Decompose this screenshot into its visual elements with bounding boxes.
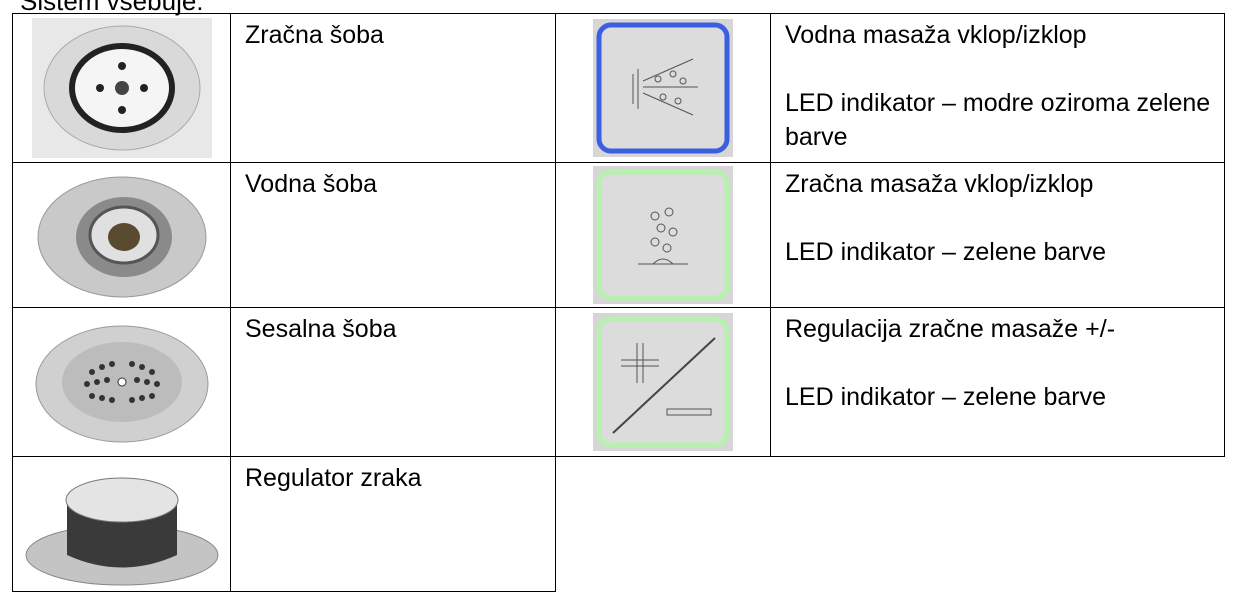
nozzle-name: Sesalna šoba bbox=[245, 315, 397, 343]
suction-nozzle-image bbox=[35, 325, 208, 443]
row: Sesalna šoba Regulacija zračne masaže +/… bbox=[12, 307, 1225, 457]
cell: Zračna masaža vklop/izklop LED indikator … bbox=[770, 162, 1225, 308]
image-cell bbox=[555, 13, 771, 163]
row: Vodna šoba Zračna masaža vklop/izklop LED… bbox=[12, 162, 1225, 308]
nozzle-name: Regulator zraka bbox=[245, 464, 422, 492]
cell: Regulator zraka bbox=[230, 456, 556, 592]
function: Regulacija zračne masaže +/- bbox=[785, 315, 1116, 343]
function: Zračna masaža vklop/izklop bbox=[785, 170, 1094, 198]
image-cell bbox=[12, 307, 231, 457]
heading: Sistem vsebuje: bbox=[20, 0, 204, 16]
water-massage-button bbox=[593, 19, 733, 157]
cell: Sesalna šoba bbox=[230, 307, 556, 457]
image-cell bbox=[555, 162, 771, 308]
water-nozzle-image bbox=[37, 176, 206, 298]
air-regulator-image bbox=[25, 477, 218, 586]
cell: Vodna šoba bbox=[230, 162, 556, 308]
indicator: LED indikator – zelene barve bbox=[785, 383, 1107, 411]
image-cell bbox=[12, 13, 231, 163]
function: Vodna masaža vklop/izklop bbox=[785, 21, 1087, 49]
air-regulation-button bbox=[593, 313, 733, 451]
empty-cell bbox=[556, 457, 771, 592]
image-cell bbox=[555, 307, 771, 457]
air-nozzle-image bbox=[31, 18, 212, 158]
cell: Vodna masaža vklop/izklop LED indikator –… bbox=[770, 13, 1225, 163]
cell: Regulacija zračne masaže +/- LED indikato… bbox=[770, 307, 1225, 457]
image-cell bbox=[12, 456, 231, 592]
empty-cell bbox=[771, 457, 1225, 592]
cell: Zračna šoba bbox=[230, 13, 556, 163]
nozzle-name: Vodna šoba bbox=[245, 170, 378, 198]
indicator: LED indikator – zelene barve bbox=[785, 238, 1107, 266]
image-cell bbox=[12, 162, 231, 308]
air-massage-button bbox=[593, 166, 733, 304]
indicator: LED indikator – modre oziroma zelene bar… bbox=[785, 89, 1211, 151]
row: Regulator zraka bbox=[12, 456, 1225, 592]
nozzle-name: Zračna šoba bbox=[245, 21, 384, 49]
row: Zračna šoba Vodna masaža vklop/izklop LED… bbox=[12, 13, 1225, 163]
parts-table: Zračna šoba Vodna masaža vklop/izklop LED… bbox=[12, 13, 1225, 592]
